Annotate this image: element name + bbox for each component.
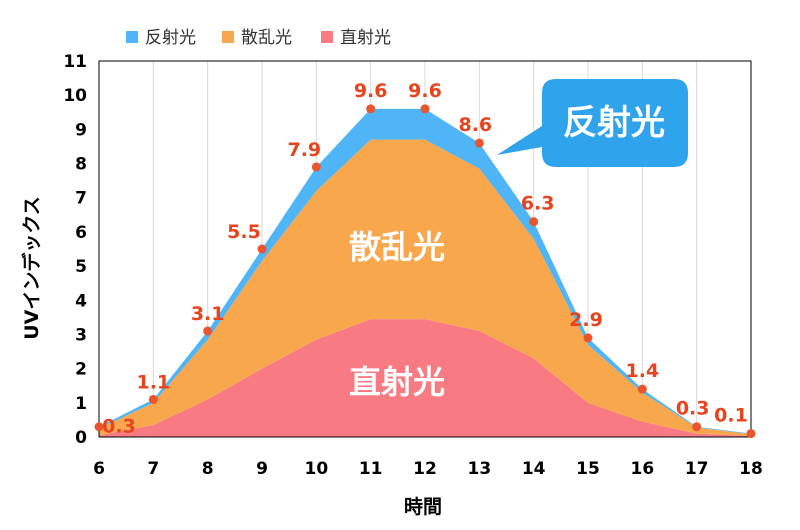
data-label-16: 1.4 <box>625 360 659 382</box>
y-axis-title: UVインデックス <box>20 196 43 340</box>
data-label-8: 3.1 <box>191 303 225 325</box>
x-tick-7: 7 <box>147 459 159 479</box>
data-point-12 <box>420 104 430 114</box>
data-point-14 <box>529 217 539 227</box>
data-label-17: 0.3 <box>676 398 710 420</box>
legend-label-2: 散乱光 <box>241 28 292 48</box>
data-point-18 <box>746 429 756 439</box>
x-tick-15: 15 <box>576 459 600 479</box>
x-tick-16: 16 <box>630 459 654 479</box>
data-label-15: 2.9 <box>569 309 603 331</box>
x-tick-13: 13 <box>467 459 491 479</box>
data-point-16 <box>637 384 647 394</box>
x-axis-title: 時間 <box>404 496 442 518</box>
data-points <box>94 104 756 439</box>
data-label-14: 6.3 <box>521 193 555 215</box>
x-tick-12: 12 <box>413 459 437 479</box>
y-tick-0: 0 <box>75 428 87 448</box>
stacked-areas <box>99 108 751 437</box>
data-point-17 <box>692 422 702 432</box>
legend-label-3: 直射光 <box>340 28 391 48</box>
y-tick-9: 9 <box>75 120 87 140</box>
y-tick-10: 10 <box>63 86 87 106</box>
data-point-10 <box>311 162 321 172</box>
area-series-2 <box>99 139 751 436</box>
legend-swatch-1 <box>126 31 138 43</box>
data-label-10: 7.9 <box>287 139 321 161</box>
data-label-18: 0.1 <box>714 405 748 427</box>
callout-bubble <box>497 79 688 167</box>
data-point-11 <box>366 104 376 114</box>
y-tick-5: 5 <box>75 257 87 277</box>
x-tick-8: 8 <box>202 459 214 479</box>
legend: 反射光 散乱光 直射光 <box>126 28 391 48</box>
x-tick-10: 10 <box>304 459 328 479</box>
callout-label: 反射光 <box>563 103 665 143</box>
legend-swatch-3 <box>321 31 333 43</box>
x-tick-9: 9 <box>256 459 268 479</box>
y-tick-8: 8 <box>75 155 87 175</box>
x-tick-11: 11 <box>359 459 383 479</box>
area-label-scattered: 散乱光 <box>349 228 445 266</box>
legend-label-1: 反射光 <box>145 28 196 48</box>
data-label-11: 9.6 <box>354 80 388 102</box>
plot-frame <box>98 60 752 438</box>
data-labels: 0.31.13.15.57.99.6 9.68.66.32.91.40.3 0.1 <box>102 80 748 438</box>
x-tick-17: 17 <box>685 459 709 479</box>
data-point-13 <box>474 138 484 148</box>
data-label-7: 1.1 <box>136 371 170 393</box>
y-tick-11: 11 <box>63 52 87 72</box>
data-label-13: 8.6 <box>458 114 492 136</box>
y-tick-7: 7 <box>75 189 87 209</box>
y-tick-3: 3 <box>75 325 87 345</box>
data-label-12: 9.6 <box>408 80 442 102</box>
legend-swatch-2 <box>222 31 234 43</box>
x-tick-14: 14 <box>522 459 546 479</box>
y-tick-4: 4 <box>75 291 87 311</box>
reflected-light-callout: 反射光 <box>497 79 688 167</box>
x-tick-18: 18 <box>739 459 763 479</box>
data-point-15 <box>583 333 593 343</box>
x-tick-labels: 6 7 8 9 10 11 12 13 14 15 16 17 18 <box>93 459 763 479</box>
data-label-6: 0.3 <box>102 416 136 438</box>
y-tick-6: 6 <box>75 223 87 243</box>
data-point-8 <box>203 326 213 336</box>
area-label-direct: 直射光 <box>349 363 445 401</box>
area-series-1 <box>99 319 751 437</box>
x-tick-6: 6 <box>93 459 105 479</box>
data-point-6 <box>94 422 104 432</box>
data-point-7 <box>148 394 158 404</box>
area-labels: 散乱光 直射光 <box>349 228 445 401</box>
y-tick-2: 2 <box>75 360 87 380</box>
y-tick-1: 1 <box>75 394 87 414</box>
data-label-9: 5.5 <box>227 221 261 243</box>
y-tick-labels: 0 1 2 3 4 5 6 7 8 9 10 11 <box>63 52 87 448</box>
data-point-9 <box>257 244 267 254</box>
